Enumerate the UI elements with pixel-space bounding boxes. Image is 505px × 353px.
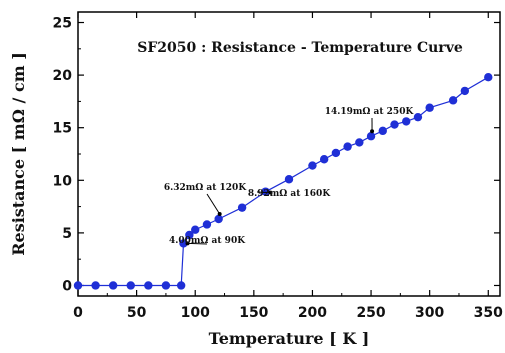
annotation-90k-arrowhead — [185, 241, 190, 246]
data-point — [402, 117, 411, 126]
data-point — [214, 214, 223, 224]
y-axis-title: Resistance [ mΩ / cm ] — [9, 52, 28, 256]
data-point — [237, 203, 247, 212]
annotation-120k: 6.32mΩ at 120K — [164, 183, 247, 193]
data-point — [185, 230, 194, 240]
annotation-90k: 4.00mΩ at 90K — [169, 236, 246, 246]
data-point — [484, 73, 493, 82]
data-point — [448, 96, 458, 105]
x-tick-label: 200 — [298, 305, 327, 321]
data-point — [355, 138, 364, 147]
data-point — [366, 132, 376, 141]
data-point — [343, 142, 352, 151]
annotation-160k: 8.92mΩ at 160K — [248, 189, 331, 199]
data-point — [319, 155, 329, 164]
x-axis-title: Temperature [ K ] — [209, 329, 370, 348]
data-point — [191, 225, 200, 234]
data-point — [176, 281, 186, 290]
data-point — [144, 281, 153, 290]
data-point — [202, 220, 212, 229]
annotation-250k-arrowhead — [370, 129, 375, 134]
data-point — [161, 281, 171, 290]
data-point — [331, 148, 341, 158]
y-tick-label: 15 — [53, 121, 72, 137]
annotation-90k-leader — [187, 242, 208, 245]
annotation-120k-leader — [206, 193, 221, 215]
data-point — [308, 161, 317, 170]
data-point — [91, 281, 100, 290]
x-tick-label: 50 — [127, 305, 147, 321]
annotation-160k-leader — [256, 191, 271, 194]
annotation-160k-arrowhead — [268, 190, 273, 195]
annotation-120k-arrowhead — [217, 212, 222, 217]
x-tick-label: 250 — [356, 305, 385, 321]
data-point — [413, 112, 423, 122]
x-tick-label: 350 — [474, 305, 503, 321]
data-point — [126, 281, 135, 290]
data-point — [261, 187, 270, 196]
data-point — [390, 120, 399, 129]
y-tick-label: 5 — [62, 226, 72, 242]
data-point — [460, 86, 470, 96]
x-tick-label: 150 — [239, 305, 268, 321]
data-points — [73, 73, 493, 290]
data-point — [179, 239, 188, 248]
x-tick-label: 100 — [181, 305, 210, 321]
data-point — [108, 281, 118, 290]
data-point — [378, 126, 387, 136]
chart-title: SF2050 : Resistance - Temperature Curve — [137, 40, 463, 56]
x-tick-label: 0 — [73, 305, 83, 321]
y-tick-label: 20 — [53, 68, 73, 84]
y-tick-label: 25 — [53, 16, 72, 32]
annotation-250k: 14.19mΩ at 250K — [325, 107, 415, 117]
axis-ticks — [77, 12, 500, 296]
data-point — [425, 103, 434, 112]
tick-labels: 0 50 100 150 200 250 300 350 0 5 10 15 20 25 — [53, 16, 504, 321]
y-tick-label: 10 — [53, 173, 73, 189]
y-tick-label: 0 — [62, 278, 72, 294]
data-point — [284, 175, 294, 184]
x-tick-label: 300 — [415, 305, 444, 321]
data-point — [73, 281, 83, 290]
